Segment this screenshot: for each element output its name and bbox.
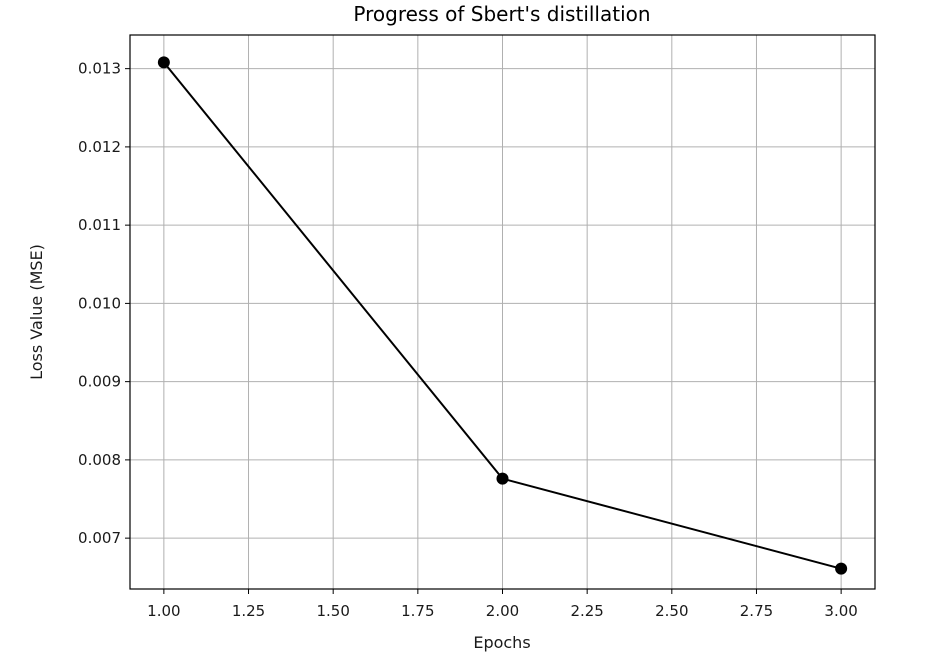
- y-tick-label: 0.011: [78, 216, 121, 234]
- x-tick-label: 1.25: [232, 602, 265, 620]
- x-tick-label: 3.00: [824, 602, 857, 620]
- x-tick-label: 2.00: [486, 602, 519, 620]
- x-tick-label: 2.75: [740, 602, 773, 620]
- y-tick-label: 0.008: [78, 451, 121, 469]
- plot-frame: [129, 34, 876, 590]
- y-tick-label: 0.010: [78, 294, 121, 312]
- x-tick-label: 1.00: [147, 602, 180, 620]
- chart-title: Progress of Sbert's distillation: [353, 2, 650, 26]
- y-tick-label: 0.012: [78, 138, 121, 156]
- series-layer: [157, 56, 848, 575]
- x-tick-label: 2.50: [655, 602, 688, 620]
- data-point: [835, 562, 848, 575]
- x-tick-label: 2.25: [570, 602, 603, 620]
- x-axis-title: Epochs: [473, 633, 530, 652]
- y-tick-label: 0.007: [78, 529, 121, 547]
- data-point: [496, 472, 509, 485]
- grid: [130, 35, 875, 589]
- x-tick-label: 1.75: [401, 602, 434, 620]
- axis-ticks: 1.00 1.25 1.50 1.75 2.00 2.25 2.50 2.75 3.00 0.00…: [78, 60, 858, 620]
- data-point: [157, 56, 170, 69]
- x-tick-label: 1.50: [316, 602, 349, 620]
- y-tick-label: 0.013: [78, 60, 121, 78]
- y-tick-label: 0.009: [78, 373, 121, 391]
- y-axis-title: Loss Value (MSE): [27, 244, 46, 380]
